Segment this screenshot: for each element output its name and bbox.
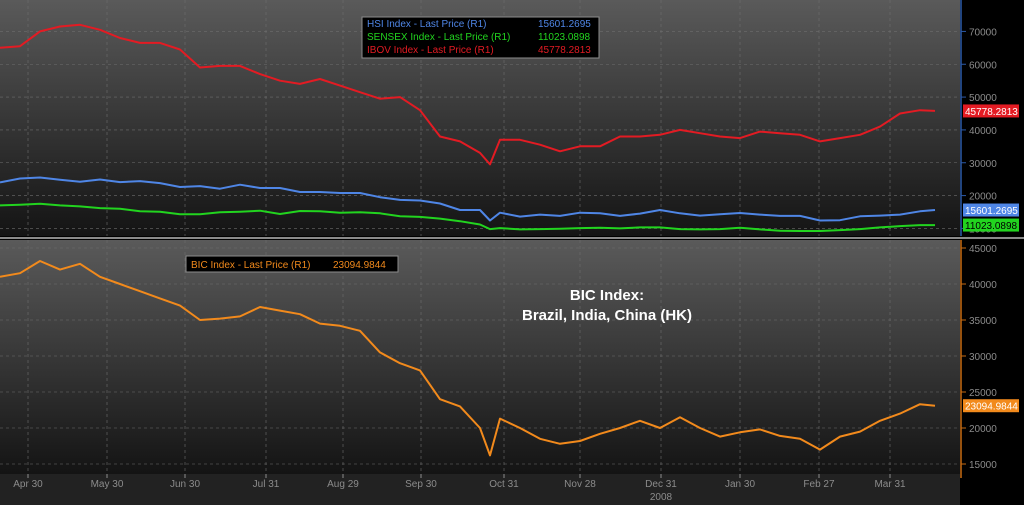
legend-bic-name: BIC Index - Last Price (R1)	[191, 260, 310, 271]
bottom-y-tick-label: 35000	[969, 316, 997, 327]
top-y-tick-label: 60000	[969, 60, 997, 71]
x-tick-label: Mar 31	[874, 479, 906, 490]
bottom-series-line-0	[0, 260, 936, 457]
top-legend-box	[361, 16, 600, 59]
bottom-legend: BIC Index - Last Price (R1) 23094.9844	[185, 255, 399, 273]
bottom-y-axis: 15000 20000 25000 30000 35000 40000 45000	[961, 244, 997, 471]
legend-hsi-value: 15601.2695	[538, 19, 591, 30]
top-last-tag-bg	[963, 218, 1019, 232]
x-axis-strip	[0, 474, 960, 505]
top-series-line-2	[0, 23, 936, 166]
legend-hsi-name: HSI Index - Last Price (R1)	[367, 19, 486, 30]
bottom-y-tick-label: 30000	[969, 352, 997, 363]
x-tick-label: Jan 30	[725, 479, 755, 490]
bottom-last-tag-label: 23094.9844	[965, 402, 1018, 413]
bottom-y-tick-label: 15000	[969, 460, 997, 471]
top-y-tick-label: 70000	[969, 27, 997, 38]
x-tick-label: Dec 31	[645, 479, 677, 490]
x-year-label: 2008	[650, 492, 673, 503]
top-last-tag-1: 11023.0898	[963, 218, 1019, 232]
legend-ibov-value: 45778.2813	[538, 45, 591, 56]
legend-ibov-name: IBOV Index - Last Price (R1)	[367, 45, 494, 56]
annotation-line-1: BIC Index:	[570, 287, 644, 304]
top-y-tick-label: 40000	[969, 126, 997, 137]
bottom-last-tag-0: 23094.9844	[963, 399, 1019, 413]
top-series-line-1	[0, 202, 935, 232]
top-last-tag-label: 11023.0898	[965, 221, 1018, 232]
top-legend: HSI Index - Last Price (R1) 15601.2695 S…	[361, 16, 600, 59]
top-last-tag-bg	[963, 203, 1019, 217]
top-y-tick-label: 30000	[969, 159, 997, 170]
x-tick-label: Feb 27	[803, 479, 835, 490]
annotation-line-2: Brazil, India, China (HK)	[522, 307, 692, 324]
legend-bic-value: 23094.9844	[333, 260, 386, 271]
x-tick-label: Jun 30	[170, 479, 200, 490]
x-tick-label: Aug 29	[327, 479, 359, 490]
bottom-last-tag-bg	[963, 399, 1019, 413]
top-last-tag-bg	[963, 104, 1019, 118]
x-axis: Apr 30 May 30 Jun 30 Jul 31 Aug 29 Sep 30 Oct …	[13, 474, 906, 503]
top-y-tick-label: 20000	[969, 192, 997, 203]
x-tick-label: Sep 30	[405, 479, 437, 490]
legend-sensex-name: SENSEX Index - Last Price (R1)	[367, 32, 510, 43]
x-tick-label: Jul 31	[253, 479, 280, 490]
bottom-legend-box	[185, 255, 399, 273]
top-last-tag-label: 15601.2695	[965, 206, 1018, 217]
top-last-tag-2: 45778.2813	[963, 104, 1019, 118]
bottom-y-tick-label: 20000	[969, 424, 997, 435]
bottom-y-tick-label: 45000	[969, 244, 997, 255]
bottom-panel-series	[0, 260, 936, 457]
bottom-panel-background	[0, 240, 960, 474]
x-tick-label: May 30	[91, 479, 124, 490]
x-tick-label: Nov 28	[564, 479, 596, 490]
last-value-tags: 15601.2695 11023.0898 45778.2813 23094.9844	[963, 104, 1019, 413]
x-tick-label: Apr 30	[13, 479, 43, 490]
legend-sensex-value: 11023.0898	[538, 32, 591, 43]
top-last-tag-label: 45778.2813	[965, 107, 1018, 118]
x-tick-label: Oct 31	[489, 479, 519, 490]
top-y-tick-label: 50000	[969, 93, 997, 104]
top-last-tag-0: 15601.2695	[963, 203, 1019, 217]
bottom-y-tick-label: 40000	[969, 280, 997, 291]
top-panel-series	[0, 23, 936, 232]
top-series-line-0	[0, 176, 936, 222]
bottom-y-tick-label: 25000	[969, 388, 997, 399]
